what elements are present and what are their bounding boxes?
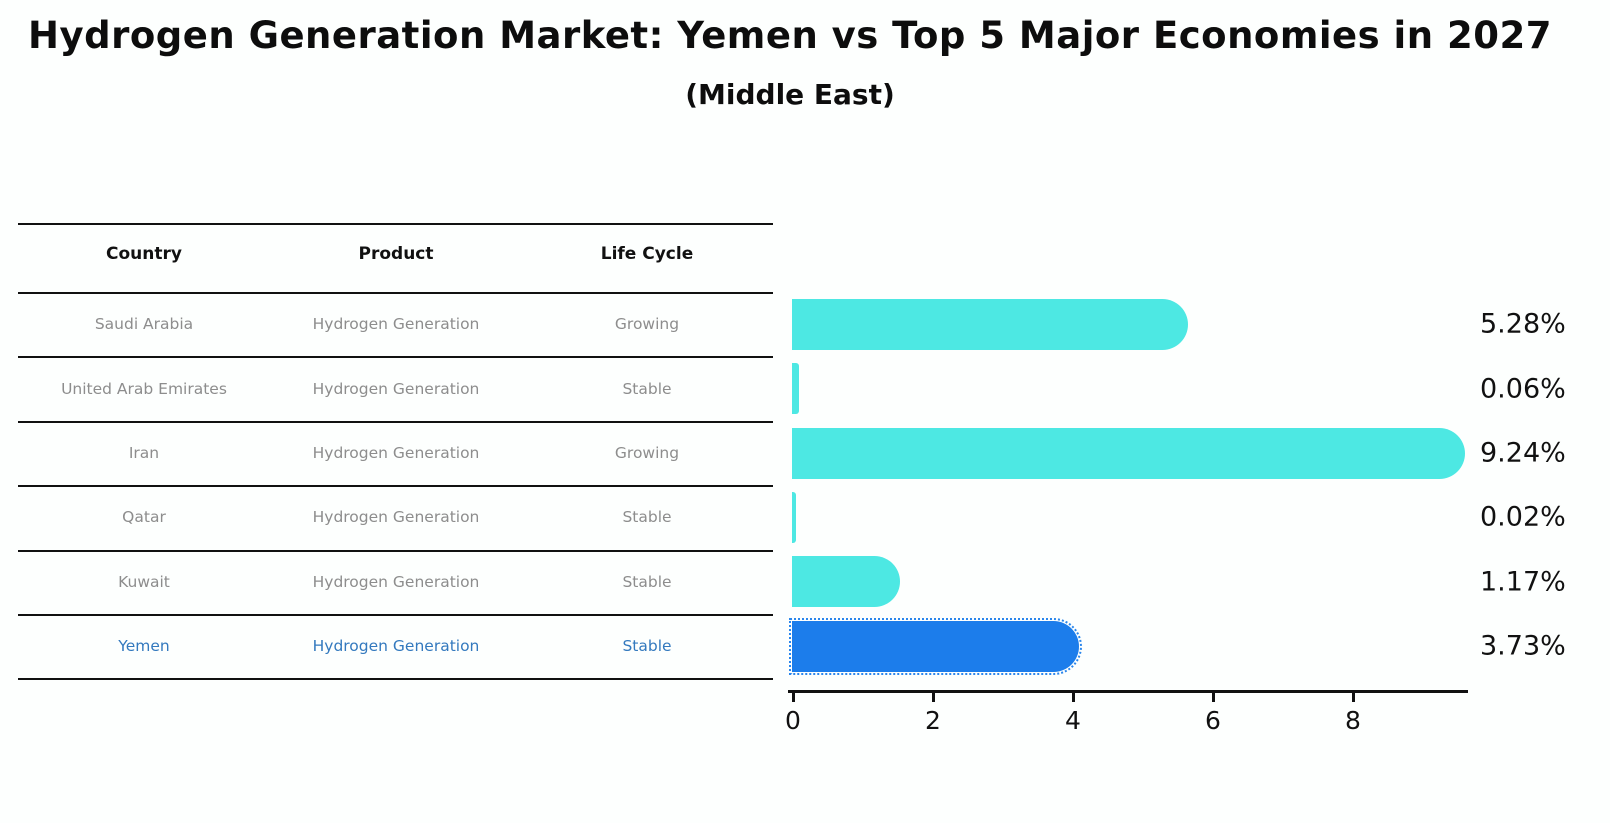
table-column-header: Product — [358, 244, 434, 264]
table-top-rule — [18, 223, 773, 225]
bar-value-label: 0.02% — [1480, 501, 1566, 533]
table-row-rule — [18, 549, 773, 552]
cell-life-cycle: Growing — [614, 315, 680, 334]
cell-product: Hydrogen Generation — [312, 508, 480, 527]
cell-life-cycle: Growing — [614, 444, 680, 462]
cell-life-cycle: Stable — [622, 572, 672, 591]
bar — [792, 427, 1465, 479]
cell-life-cycle: Stable — [622, 637, 672, 656]
chart-title: Hydrogen Generation Market: Yemen vs Top… — [28, 14, 1552, 57]
cell-country: Iran — [128, 444, 160, 462]
bar-highlighted — [788, 617, 1083, 675]
bar — [792, 491, 797, 543]
chart-subtitle: (Middle East) — [685, 78, 895, 111]
x-axis-tick — [932, 693, 935, 702]
bar-value-label: 3.73% — [1480, 630, 1566, 662]
x-axis-tick-label: 0 — [785, 706, 801, 735]
cell-life-cycle: Stable — [622, 508, 672, 527]
bar — [792, 298, 1188, 350]
cell-country: Qatar — [122, 508, 166, 527]
cell-country: Kuwait — [118, 572, 170, 591]
cell-country: Yemen — [118, 637, 170, 656]
table-column-header: Life Cycle — [600, 244, 694, 264]
bar-value-label: 5.28% — [1480, 308, 1566, 340]
x-axis-line — [788, 690, 1468, 693]
cell-country: United Arab Emirates — [61, 379, 227, 398]
bar — [792, 556, 900, 608]
cell-product: Hydrogen Generation — [312, 379, 480, 398]
cell-product: Hydrogen Generation — [312, 315, 480, 334]
table-bottom-rule — [18, 678, 773, 681]
x-axis-tick — [1072, 693, 1075, 702]
x-axis-tick-label: 6 — [1205, 706, 1221, 735]
cell-country: Saudi Arabia — [94, 315, 194, 334]
x-axis-tick — [1212, 693, 1215, 702]
x-axis-tick-label: 4 — [1065, 706, 1081, 735]
bar — [792, 363, 800, 415]
x-axis-tick — [1352, 693, 1355, 702]
bar-value-label: 0.06% — [1480, 373, 1566, 405]
table-row-rule — [18, 614, 773, 616]
table-row-rule — [18, 420, 773, 423]
cell-product: Hydrogen Generation — [312, 444, 480, 462]
table-row-rule — [18, 356, 773, 359]
cell-product: Hydrogen Generation — [312, 572, 480, 591]
table-row-rule — [18, 292, 773, 294]
cell-product: Hydrogen Generation — [312, 637, 480, 656]
table-column-header: Country — [106, 244, 182, 264]
bar-value-label: 9.24% — [1480, 437, 1566, 469]
x-axis-tick — [792, 693, 795, 702]
cell-life-cycle: Stable — [622, 379, 672, 398]
x-axis-tick-label: 2 — [925, 706, 941, 735]
table-row-rule — [18, 485, 773, 488]
bar-value-label: 1.17% — [1480, 566, 1566, 598]
x-axis-tick-label: 8 — [1345, 706, 1361, 735]
